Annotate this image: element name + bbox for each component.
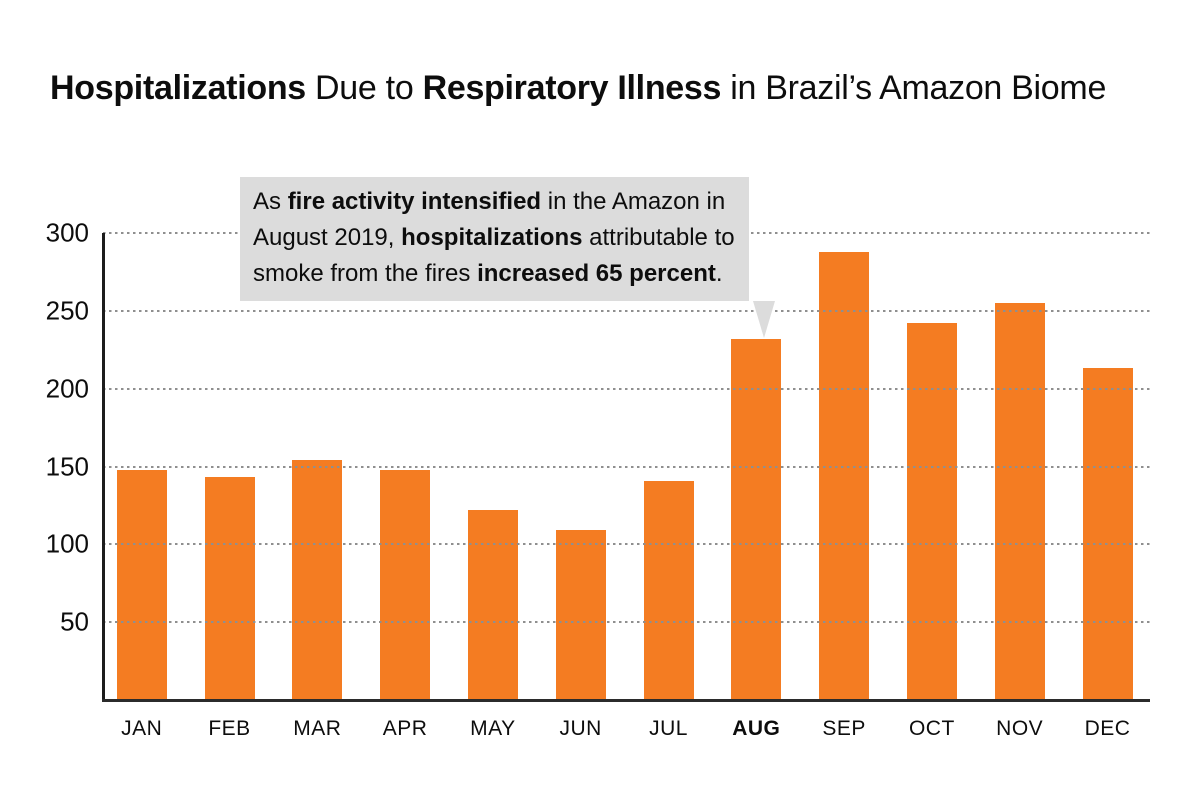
annotation-callout: As fire activity intensified in the Amaz… [240, 177, 775, 338]
annotation-text: smoke from the fires [253, 260, 478, 287]
plot-area: JAN FEB MAR APR MAY JUN JUL AUG SEP OCT NOV DEC 50 1… [46, 218, 1150, 740]
x-label-mar: MAR [293, 717, 342, 740]
x-label-jul: JUL [649, 717, 688, 740]
y-tick-label-100: 100 [45, 528, 89, 559]
annotation-line-3: smoke from the fires increased 65 percen… [253, 256, 735, 292]
y-tick-label-250: 250 [45, 295, 89, 326]
title-segment-2: Due to [305, 68, 423, 107]
x-axis-baseline [102, 699, 1150, 702]
x-label-oct: OCT [908, 717, 955, 740]
annotation-text: As [253, 188, 288, 215]
bar-dec [1082, 368, 1133, 700]
annotation-text: in the Amazon in [541, 188, 726, 215]
annotation-text-bold: increased 65 percent [477, 260, 716, 287]
x-label-dec: DEC [1084, 717, 1131, 740]
annotation-text: August 2019, [253, 224, 402, 251]
x-label-jun: JUN [559, 717, 602, 740]
x-label-may: MAY [470, 717, 516, 740]
bar-aug [731, 338, 782, 700]
bar-mar [292, 460, 343, 700]
bar-nov [994, 303, 1045, 700]
title-segment-bold-1: Hospitalizations [50, 68, 306, 107]
x-label-sep: SEP [822, 717, 866, 740]
annotation-text: . [715, 260, 723, 287]
y-axis-line [102, 233, 105, 700]
x-label-apr: APR [382, 717, 428, 740]
annotation-text-bold: fire activity intensified [287, 188, 542, 215]
annotation-text-bold: hospitalizations [401, 224, 583, 251]
y-tick-label-200: 200 [45, 373, 89, 404]
bars-layer: JAN FEB MAR APR MAY JUN JUL AUG SEP OCT NOV DEC [103, 233, 1150, 740]
x-label-nov: NOV [996, 717, 1044, 740]
bar-jul [643, 480, 694, 700]
chart-title: Hospitalizations Due to Respiratory Illn… [50, 67, 1106, 110]
annotation-line-2: August 2019, hospitalizations attributab… [253, 220, 735, 256]
x-label-jan: JAN [121, 717, 163, 740]
y-tick-label-50: 50 [60, 606, 89, 637]
annotation-line-1: As fire activity intensified in the Amaz… [253, 184, 735, 220]
x-label-feb: FEB [208, 717, 251, 740]
x-label-aug: AUG [732, 717, 781, 740]
bar-may [467, 510, 518, 700]
bar-feb [204, 477, 255, 700]
bar-oct [906, 323, 957, 700]
title-segment-4: in Brazil’s Amazon Biome [721, 68, 1107, 107]
bar-sep [819, 251, 870, 700]
bar-jan [116, 469, 167, 700]
y-tick-label-150: 150 [45, 451, 89, 481]
bar-apr [380, 469, 431, 700]
callout-tail-pointer [753, 301, 775, 338]
title-segment-bold-3: Respiratory Illness [422, 68, 722, 107]
bar-jun [555, 530, 606, 700]
y-tick-label-300: 300 [45, 217, 89, 248]
annotation-text: attributable to [582, 224, 735, 251]
